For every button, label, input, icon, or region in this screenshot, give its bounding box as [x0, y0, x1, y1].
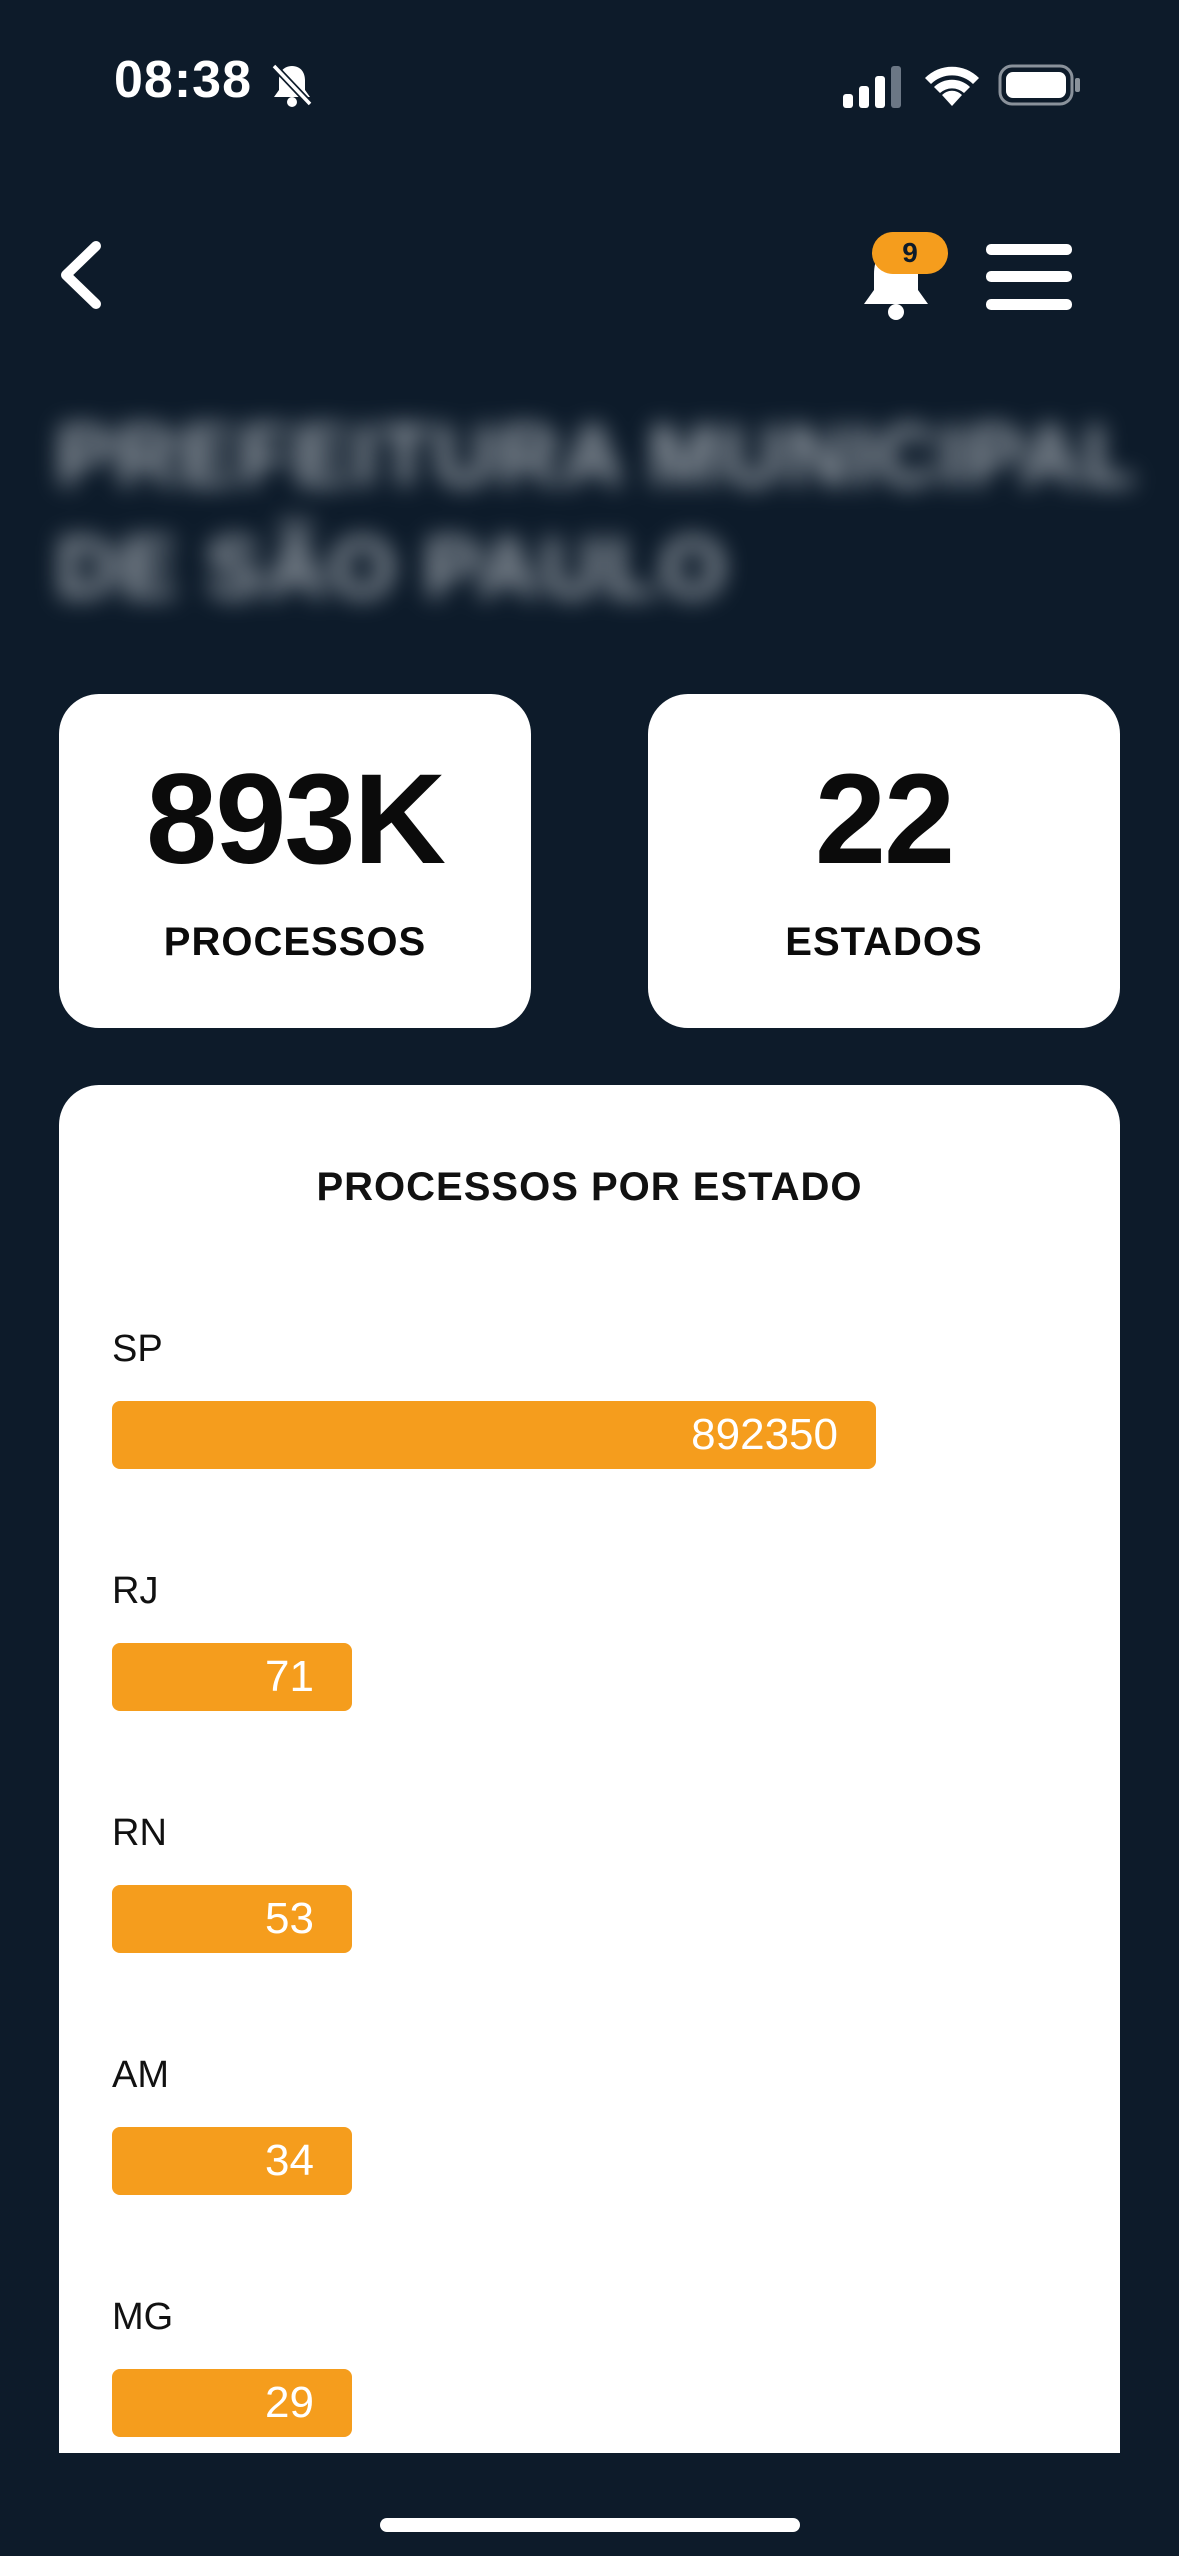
- bar-value-label: 53: [265, 1894, 314, 1943]
- bar-value-label: 34: [265, 2136, 314, 2185]
- bar-chart: SP 892350 RJ 71 RN 53 AM 34 MG 29: [112, 1328, 876, 2437]
- bar[interactable]: [112, 2369, 352, 2437]
- chart-title: PROCESSOS POR ESTADO: [316, 1165, 863, 1209]
- bar[interactable]: [112, 1401, 876, 1469]
- bar-category-label: RJ: [112, 1570, 158, 1612]
- bell-slash-icon: [271, 63, 313, 107]
- back-button[interactable]: [52, 238, 110, 312]
- stat-card-processes: 893K PROCESSOS: [59, 694, 531, 1028]
- chart-card: PROCESSOS POR ESTADO SP 892350 RJ 71 RN 53 AM 3…: [59, 1085, 1120, 2453]
- notification-badge: 9: [872, 232, 948, 274]
- stat-card-states: 22 ESTADOS: [648, 694, 1120, 1028]
- bar-category-label: RN: [112, 1812, 167, 1854]
- stat-label-states: ESTADOS: [785, 920, 983, 964]
- hamburger-menu-icon[interactable]: [986, 244, 1072, 310]
- bar-value-label: 892350: [691, 1410, 838, 1459]
- bar-value-label: 71: [265, 1652, 314, 1701]
- bar[interactable]: [112, 2127, 352, 2195]
- stat-value-processes: 893K: [146, 748, 446, 891]
- status-time: 08:38: [114, 51, 252, 109]
- wifi-icon: [925, 66, 979, 106]
- bar-value-label: 29: [265, 2378, 314, 2427]
- stat-label-processes: PROCESSOS: [163, 920, 427, 964]
- bar[interactable]: [112, 1885, 352, 1953]
- bar-category-label: SP: [112, 1328, 163, 1370]
- bar-category-label: AM: [112, 2054, 169, 2096]
- home-indicator: [380, 2518, 800, 2532]
- page-title: PREFEITURA MUNICIPAL DE SÃO PAULO: [56, 408, 1136, 616]
- battery-icon: [998, 64, 1080, 106]
- bar[interactable]: [112, 1643, 352, 1711]
- stat-value-states: 22: [814, 748, 955, 891]
- status-bar: 08:38: [0, 0, 1179, 170]
- bar-category-label: MG: [112, 2296, 173, 2338]
- signal-icon: [843, 66, 901, 108]
